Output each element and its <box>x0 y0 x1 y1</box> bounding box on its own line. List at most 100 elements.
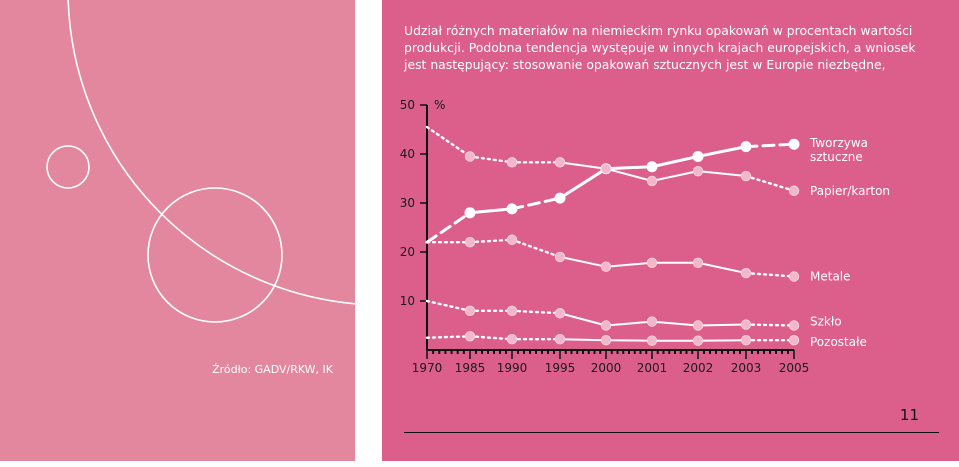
series-line-segment <box>697 323 747 327</box>
series-line-segment <box>697 261 747 275</box>
data-point <box>600 261 612 272</box>
series-line-segment <box>605 261 653 268</box>
data-point <box>600 335 612 346</box>
data-point <box>554 308 566 319</box>
data-point <box>506 234 518 245</box>
data-point <box>464 236 476 248</box>
intro-line-2: produkcji. Podobna tendencja występuje w… <box>404 40 916 55</box>
series-line-segment <box>650 154 700 169</box>
data-point <box>464 151 476 162</box>
series-line-segment <box>468 207 514 215</box>
series-line-segment <box>468 335 514 341</box>
series-line-segment <box>425 335 472 339</box>
x-tick-label: 2003 <box>731 361 762 375</box>
series-line-segment <box>605 167 653 182</box>
series-line-segment <box>651 320 699 327</box>
series-line-segment <box>510 309 562 315</box>
x-tick-label: 1970 <box>412 361 443 375</box>
x-tick-label: 1995 <box>545 361 576 375</box>
data-point <box>646 175 658 187</box>
series-line-segment <box>744 142 796 149</box>
x-tick-label: 1985 <box>455 361 486 375</box>
left-panel: Źródło: GADV/RKW, IK <box>0 0 355 461</box>
data-point <box>788 335 800 346</box>
source-note: Źródło: GADV/RKW, IK <box>212 363 333 376</box>
data-point <box>600 320 612 331</box>
x-tick-label: 2001 <box>637 361 668 375</box>
x-tick-label: 2002 <box>683 361 714 375</box>
right-panel: Udział różnych materiałów na niemieckim … <box>382 0 959 461</box>
series-line-segment <box>744 271 796 278</box>
y-tick-label: 10 <box>400 294 415 308</box>
x-tick-label: 2005 <box>779 361 810 375</box>
data-point <box>506 334 518 345</box>
y-unit-label: % <box>434 98 445 112</box>
y-tick-label: 50 <box>400 98 415 112</box>
data-point <box>788 271 800 282</box>
data-point <box>554 157 566 168</box>
data-point <box>646 257 658 268</box>
data-point <box>740 319 752 330</box>
series-line-segment <box>559 161 607 170</box>
series-line-segment <box>510 238 562 259</box>
data-point <box>740 267 752 279</box>
series-line-segment <box>559 338 607 342</box>
page-rule <box>404 432 939 433</box>
intro-text: Udział różnych materiałów na niemieckim … <box>404 22 944 73</box>
y-tick-label: 20 <box>400 245 415 259</box>
data-point <box>692 150 704 162</box>
series-label: Papier/karton <box>810 184 890 198</box>
series-line-segment <box>696 145 748 158</box>
data-point <box>464 207 476 219</box>
x-tick-label: 1990 <box>497 361 528 375</box>
data-point <box>464 305 476 317</box>
series-line-segment <box>425 125 472 158</box>
data-point <box>788 320 800 331</box>
series-line-segment <box>744 323 796 327</box>
intro-line-3: jest następujący: stosowanie opakowań sz… <box>404 57 886 72</box>
series-line-segment <box>510 196 562 211</box>
series-line-segment <box>468 155 514 164</box>
intro-line-1: Udział różnych materiałów na niemieckim … <box>404 23 913 38</box>
series-label-tworzywa: Tworzywa <box>809 136 868 150</box>
data-point <box>464 331 476 342</box>
y-tick-label: 30 <box>400 196 415 210</box>
data-point <box>554 251 566 263</box>
series-line-segment <box>559 255 607 268</box>
data-point <box>554 192 566 204</box>
x-tick-label: 2000 <box>591 361 622 375</box>
data-point <box>788 138 800 150</box>
series-line-segment <box>697 170 747 178</box>
data-point <box>692 320 704 331</box>
series-line-segment <box>604 165 654 171</box>
data-point <box>692 165 704 177</box>
data-point <box>646 335 658 346</box>
data-point <box>692 257 704 268</box>
data-point <box>506 157 518 168</box>
series-line-segment <box>558 167 608 200</box>
small-decorative-circle <box>46 145 90 189</box>
series-line-segment <box>425 299 472 312</box>
data-point <box>506 305 518 317</box>
data-point <box>600 163 612 174</box>
data-point <box>554 334 566 345</box>
series-line-segment <box>744 174 796 192</box>
page-number: 11 <box>899 406 919 424</box>
data-point <box>646 161 658 173</box>
data-point <box>506 203 518 215</box>
series-line-segment <box>559 312 607 327</box>
decorative-circles <box>46 0 355 323</box>
series-label-tworzywa-line2: sztuczne <box>810 150 863 164</box>
data-point <box>740 170 752 182</box>
series-line-segment <box>651 170 699 182</box>
series-label: Metale <box>810 270 851 284</box>
large-decorative-circle <box>67 0 355 305</box>
series-line-segment <box>425 211 472 244</box>
data-point <box>740 141 752 153</box>
series-label: Pozostałe <box>810 335 867 349</box>
data-point <box>692 335 704 346</box>
medium-decorative-circle <box>147 187 283 323</box>
data-point <box>646 316 658 327</box>
data-point <box>788 185 800 196</box>
y-tick-label: 40 <box>400 147 415 161</box>
